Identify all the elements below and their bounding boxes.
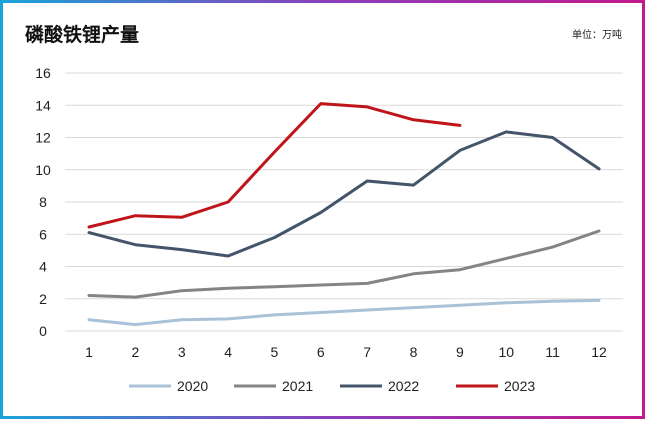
legend-label: 2021 [282, 378, 313, 394]
legend: 2020 2021 2022 2023 [129, 378, 535, 394]
x-tick-label: 2 [131, 344, 139, 360]
series-lines [87, 102, 601, 327]
legend-item-2023: 2023 [456, 378, 535, 394]
x-tick-label: 1 [85, 344, 93, 360]
x-axis-ticks: 1 2 3 4 5 6 7 8 9 10 11 12 [85, 344, 607, 360]
x-tick-label: 9 [456, 344, 464, 360]
series-line-2022 [87, 130, 601, 258]
y-tick-label: 16 [35, 65, 51, 81]
x-tick-label: 7 [363, 344, 371, 360]
y-tick-label: 8 [39, 194, 47, 210]
y-tick-label: 2 [39, 291, 47, 307]
y-tick-label: 0 [39, 323, 47, 339]
y-tick-label: 10 [35, 162, 51, 178]
x-tick-label: 11 [545, 344, 560, 360]
series-line-2020 [87, 298, 601, 327]
x-tick-label: 3 [178, 344, 186, 360]
x-tick-label: 8 [410, 344, 418, 360]
series-line-2021 [87, 229, 601, 299]
unit-label: 单位：万吨 [572, 28, 622, 41]
y-axis-ticks: 0 2 4 6 8 10 12 14 16 [35, 65, 51, 339]
x-tick-label: 10 [498, 344, 514, 360]
legend-label: 2023 [504, 378, 535, 394]
y-tick-label: 4 [39, 259, 47, 275]
legend-item-2021: 2021 [234, 378, 313, 394]
legend-label: 2020 [177, 378, 208, 394]
x-tick-label: 5 [271, 344, 279, 360]
legend-item-2022: 2022 [340, 378, 419, 394]
y-tick-label: 14 [35, 97, 51, 113]
x-tick-label: 4 [224, 344, 232, 360]
x-tick-label: 12 [591, 344, 607, 360]
x-tick-label: 6 [317, 344, 325, 360]
legend-label: 2022 [388, 378, 419, 394]
y-tick-label: 6 [39, 226, 47, 242]
legend-item-2020: 2020 [129, 378, 208, 394]
gridlines [65, 72, 623, 332]
series-line-2023 [87, 102, 462, 229]
y-tick-label: 12 [35, 130, 51, 146]
chart-title: 磷酸铁锂产量 [25, 23, 139, 46]
